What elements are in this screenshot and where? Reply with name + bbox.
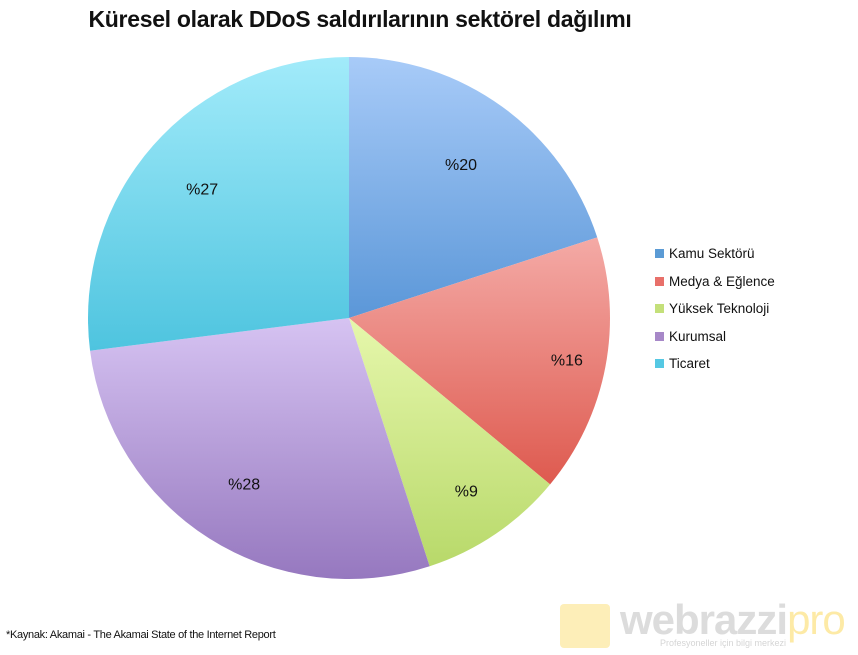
pie-slice-medya-eğlence — [349, 237, 610, 485]
source-note: *Kaynak: Akamai - The Akamai State of th… — [6, 629, 276, 641]
slice-label: %16 — [551, 353, 583, 370]
legend-swatch-icon — [655, 276, 664, 286]
slice-label: %27 — [186, 182, 218, 199]
pie-slice-ticaret — [87, 57, 349, 351]
logo-tagline: Profesyoneller için bilgi merkezi — [660, 638, 787, 648]
legend-swatch-icon — [655, 249, 664, 259]
legend-item-medya: Medya & Eğlence — [655, 268, 775, 296]
legend-swatch-icon — [655, 331, 664, 341]
legend: Kamu Sektörü Medya & Eğlence Yüksek Tekn… — [655, 240, 775, 378]
legend-item-kurumsal: Kurumsal — [655, 323, 775, 351]
legend-swatch-icon — [655, 359, 664, 369]
chart-title: Küresel olarak DDoS saldırılarının sektö… — [88, 6, 632, 32]
pie-slice-kurumsal — [90, 318, 430, 579]
legend-item-ticaret: Ticaret — [655, 350, 775, 378]
pie-chart: %20 %16 %9 %28 %27 — [87, 57, 610, 579]
slice-label: %28 — [228, 476, 260, 493]
legend-swatch-icon — [655, 304, 664, 314]
slice-label: %9 — [455, 484, 478, 501]
slice-label: %20 — [445, 157, 477, 174]
pie-slice-kamu-sektörü — [349, 57, 598, 318]
pie-slice-yüksek-teknoloji — [349, 318, 551, 567]
logo-cube-icon — [560, 604, 610, 648]
legend-item-kamu: Kamu Sektörü — [655, 240, 775, 268]
legend-item-yuksek-teknoloji: Yüksek Teknoloji — [655, 295, 775, 323]
webrazzi-logo: webrazzipro Profesyoneller için bilgi me… — [560, 596, 855, 652]
